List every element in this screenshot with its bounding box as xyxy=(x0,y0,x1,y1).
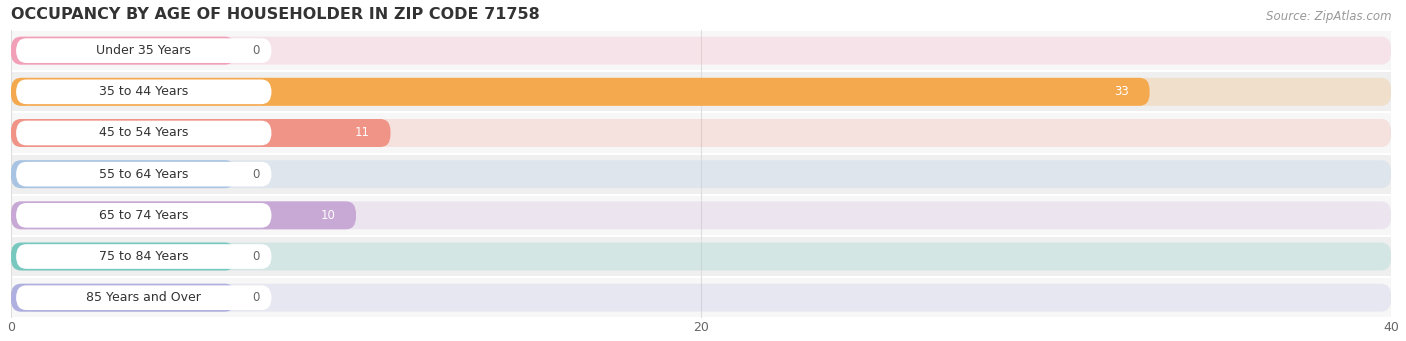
Bar xyxy=(11,277,1391,318)
FancyBboxPatch shape xyxy=(11,119,391,147)
Bar xyxy=(11,71,1391,113)
Bar xyxy=(11,113,1391,153)
FancyBboxPatch shape xyxy=(15,285,271,310)
Text: Under 35 Years: Under 35 Years xyxy=(97,44,191,57)
FancyBboxPatch shape xyxy=(15,244,271,269)
Text: 11: 11 xyxy=(354,127,370,139)
FancyBboxPatch shape xyxy=(11,78,1391,106)
FancyBboxPatch shape xyxy=(11,242,1391,270)
Text: 0: 0 xyxy=(253,44,260,57)
Text: 33: 33 xyxy=(1114,85,1129,98)
Bar xyxy=(11,30,1391,71)
FancyBboxPatch shape xyxy=(15,121,271,145)
Text: 0: 0 xyxy=(253,291,260,304)
FancyBboxPatch shape xyxy=(11,36,1391,65)
FancyBboxPatch shape xyxy=(15,203,271,228)
Text: 65 to 74 Years: 65 to 74 Years xyxy=(98,209,188,222)
Text: 0: 0 xyxy=(253,168,260,181)
Text: 10: 10 xyxy=(321,209,335,222)
Text: 85 Years and Over: 85 Years and Over xyxy=(86,291,201,304)
FancyBboxPatch shape xyxy=(11,201,356,229)
FancyBboxPatch shape xyxy=(11,78,1150,106)
Bar xyxy=(11,195,1391,236)
Text: OCCUPANCY BY AGE OF HOUSEHOLDER IN ZIP CODE 71758: OCCUPANCY BY AGE OF HOUSEHOLDER IN ZIP C… xyxy=(11,7,540,22)
FancyBboxPatch shape xyxy=(15,162,271,187)
FancyBboxPatch shape xyxy=(11,160,1391,188)
Text: 35 to 44 Years: 35 to 44 Years xyxy=(100,85,188,98)
FancyBboxPatch shape xyxy=(11,284,235,312)
FancyBboxPatch shape xyxy=(15,38,271,63)
Bar xyxy=(11,153,1391,195)
FancyBboxPatch shape xyxy=(11,160,235,188)
FancyBboxPatch shape xyxy=(11,284,1391,312)
Text: Source: ZipAtlas.com: Source: ZipAtlas.com xyxy=(1267,10,1392,23)
Text: 75 to 84 Years: 75 to 84 Years xyxy=(98,250,188,263)
FancyBboxPatch shape xyxy=(11,242,235,270)
Text: 45 to 54 Years: 45 to 54 Years xyxy=(98,127,188,139)
Bar xyxy=(11,236,1391,277)
FancyBboxPatch shape xyxy=(11,201,1391,229)
FancyBboxPatch shape xyxy=(11,36,235,65)
Text: 0: 0 xyxy=(253,250,260,263)
FancyBboxPatch shape xyxy=(15,79,271,104)
FancyBboxPatch shape xyxy=(11,119,1391,147)
Text: 55 to 64 Years: 55 to 64 Years xyxy=(98,168,188,181)
